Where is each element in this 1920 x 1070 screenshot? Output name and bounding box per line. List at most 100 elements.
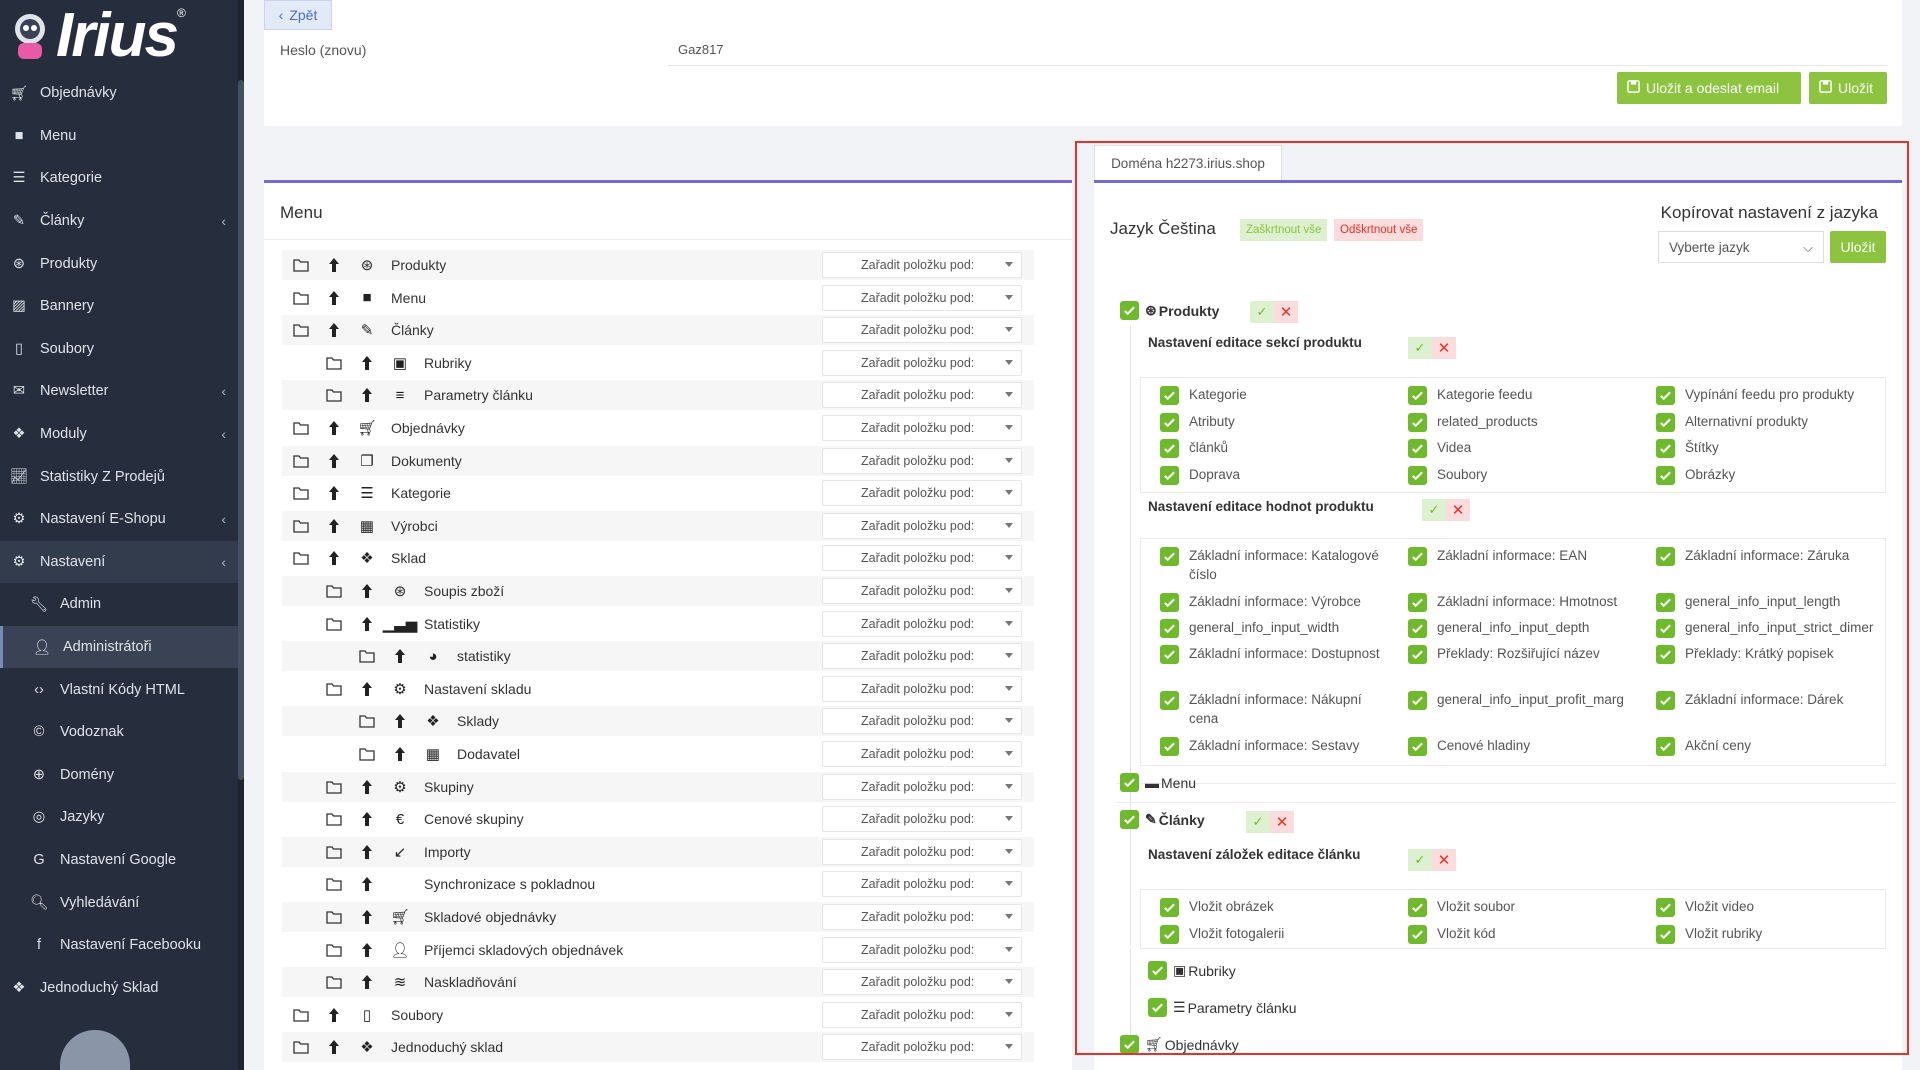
- folder-outline-icon[interactable]: [325, 941, 343, 959]
- permission-checkbox-item[interactable]: Základní informace: EAN: [1408, 546, 1638, 566]
- move-up-icon[interactable]: [358, 875, 376, 893]
- permission-checkbox-item[interactable]: Soubory: [1408, 465, 1638, 485]
- sidebar-item-jazyky[interactable]: ◎ Jazyky: [0, 796, 244, 839]
- permission-checkbox-item[interactable]: Atributy: [1160, 412, 1390, 432]
- permission-checkbox-item[interactable]: Štítky: [1656, 438, 1896, 458]
- checkbox-checked[interactable]: [1160, 737, 1179, 756]
- clanky-permission[interactable]: ✎ Články: [1120, 810, 1205, 829]
- check-all-icon[interactable]: ✓: [1408, 337, 1432, 359]
- copy-save-button[interactable]: Uložit: [1830, 231, 1886, 263]
- folder-outline-icon[interactable]: [358, 712, 376, 730]
- move-up-icon[interactable]: [358, 582, 376, 600]
- checkbox-checked[interactable]: [1408, 465, 1427, 485]
- check-all-icon[interactable]: ✓: [1422, 499, 1446, 521]
- sidebar-scrollbar[interactable]: [238, 0, 244, 1070]
- move-up-icon[interactable]: [391, 745, 409, 763]
- parent-select[interactable]: Zařadit položku pod:: [822, 675, 1022, 702]
- sidebar-item-kategorie[interactable]: ☰ Kategorie: [0, 157, 244, 200]
- tree-row-label[interactable]: Naskladňování: [424, 974, 517, 991]
- checkbox-checked[interactable]: [1656, 619, 1675, 638]
- move-up-icon[interactable]: [325, 549, 343, 567]
- sidebar-item-moduly[interactable]: ❖ Moduly ‹: [0, 413, 244, 456]
- permission-checkbox-item[interactable]: Vložit video: [1656, 897, 1896, 917]
- permission-checkbox-item[interactable]: Kategorie feedu: [1408, 385, 1638, 405]
- sidebar-item-nastavení-e-shopu[interactable]: ⚙ Nastavení E-Shopu ‹: [0, 498, 244, 541]
- checkbox-checked[interactable]: [1656, 465, 1675, 485]
- sidebar-item-jednoduchý-sklad[interactable]: ❖ Jednoduchý Sklad: [0, 966, 244, 1009]
- permission-checkbox-item[interactable]: Vložit obrázek: [1160, 897, 1390, 917]
- save-button[interactable]: Uložit: [1809, 72, 1887, 104]
- tree-row-label[interactable]: Kategorie: [391, 485, 451, 502]
- tree-row-label[interactable]: Články: [391, 322, 434, 339]
- move-up-icon[interactable]: [391, 712, 409, 730]
- checkbox-checked[interactable]: [1160, 925, 1179, 944]
- move-up-icon[interactable]: [358, 615, 376, 633]
- permission-checkbox-item[interactable]: general_info_input_profit_marg: [1408, 690, 1638, 710]
- parent-select[interactable]: Zařadit položku pod:: [822, 578, 1022, 604]
- checkbox-checked[interactable]: [1408, 619, 1427, 638]
- parent-select[interactable]: Zařadit položku pod:: [822, 415, 1022, 441]
- checkbox-checked[interactable]: [1148, 998, 1167, 1017]
- uncheck-all-icon[interactable]: ✕: [1270, 811, 1294, 833]
- permission-checkbox-item[interactable]: Alternativní produkty: [1656, 412, 1896, 432]
- move-up-icon[interactable]: [391, 647, 409, 665]
- checkbox-checked[interactable]: [1656, 412, 1675, 432]
- folder-outline-icon[interactable]: [358, 745, 376, 763]
- produkty-permission[interactable]: ⊛ Produkty: [1120, 301, 1219, 320]
- checkbox-checked[interactable]: [1160, 465, 1179, 485]
- parent-select[interactable]: Zařadit položku pod:: [822, 284, 1022, 311]
- tree-row-label[interactable]: Produkty: [391, 257, 447, 273]
- parent-select[interactable]: Zařadit položku pod:: [822, 708, 1022, 735]
- checkbox-checked[interactable]: [1160, 386, 1179, 405]
- permission-checkbox-item[interactable]: Akční ceny: [1656, 736, 1896, 756]
- checkbox-checked[interactable]: [1408, 645, 1427, 664]
- checkbox-checked[interactable]: [1656, 898, 1675, 917]
- parent-select[interactable]: Zařadit položku pod:: [822, 643, 1022, 670]
- folder-outline-icon[interactable]: [292, 517, 310, 535]
- tab-domain[interactable]: Doména h2273.irius.shop: [1094, 145, 1282, 181]
- check-all-icon[interactable]: ✓: [1250, 301, 1274, 323]
- tree-row-label[interactable]: Statistiky: [424, 615, 481, 632]
- permission-checkbox-item[interactable]: related_products: [1408, 412, 1638, 432]
- back-button[interactable]: ‹ Zpět: [264, 0, 332, 30]
- permission-checkbox-item[interactable]: Překlady: Krátký popisek: [1656, 644, 1896, 664]
- tree-row-label[interactable]: Dokumenty: [391, 452, 462, 469]
- move-up-icon[interactable]: [358, 386, 376, 404]
- permission-checkbox-item[interactable]: Vložit soubor: [1408, 897, 1638, 917]
- move-up-icon[interactable]: [325, 419, 343, 437]
- folder-outline-icon[interactable]: [292, 549, 310, 567]
- move-up-icon[interactable]: [325, 256, 343, 274]
- parent-select[interactable]: Zařadit položku pod:: [822, 806, 1022, 833]
- checkbox-checked[interactable]: [1160, 439, 1179, 458]
- parent-select[interactable]: Zařadit položku pod:: [822, 1001, 1022, 1028]
- move-up-icon[interactable]: [358, 354, 376, 372]
- check-all-icon[interactable]: ✓: [1246, 811, 1270, 833]
- permission-checkbox-item[interactable]: Doprava: [1160, 465, 1390, 485]
- checkbox-checked[interactable]: [1408, 386, 1427, 405]
- tree-row-label[interactable]: Výrobci: [391, 517, 438, 534]
- tree-row-label[interactable]: Soubory: [391, 1006, 444, 1023]
- move-up-icon[interactable]: [358, 941, 376, 959]
- tree-row-label[interactable]: Soupis zboží: [424, 583, 505, 599]
- tree-row-label[interactable]: Sklad: [391, 550, 427, 567]
- objednavky-permission[interactable]: 🛒︎ Objednávky: [1120, 1035, 1239, 1054]
- move-up-icon[interactable]: [325, 321, 343, 339]
- checkbox-checked[interactable]: [1656, 737, 1675, 756]
- permission-checkbox-item[interactable]: Překlady: Rozšiřující název: [1408, 644, 1638, 664]
- checkbox-checked[interactable]: [1160, 645, 1179, 664]
- checkbox-checked[interactable]: [1120, 810, 1139, 829]
- permission-checkbox-item[interactable]: Základní informace: Hmotnost: [1408, 592, 1638, 612]
- permission-checkbox-item[interactable]: Vypínání feedu pro produkty: [1656, 385, 1896, 405]
- sidebar-item-nastavení-facebooku[interactable]: f Nastavení Facebooku: [0, 924, 244, 967]
- checkbox-checked[interactable]: [1408, 547, 1427, 566]
- parametry-permission[interactable]: ☰ Parametry článku: [1148, 998, 1297, 1017]
- folder-outline-icon[interactable]: [358, 647, 376, 665]
- folder-outline-icon[interactable]: [325, 778, 343, 796]
- tree-row-label[interactable]: Parametry článku: [424, 387, 533, 404]
- checkbox-checked[interactable]: [1160, 691, 1179, 710]
- permission-checkbox-item[interactable]: Základní informace: Výrobce: [1160, 592, 1390, 612]
- checkbox-checked[interactable]: [1656, 547, 1675, 566]
- tree-row-label[interactable]: Jednoduchý sklad: [391, 1039, 504, 1056]
- menu-permission[interactable]: ▬ Menu: [1120, 773, 1196, 792]
- password-repeat-input[interactable]: Gaz817: [668, 38, 1888, 66]
